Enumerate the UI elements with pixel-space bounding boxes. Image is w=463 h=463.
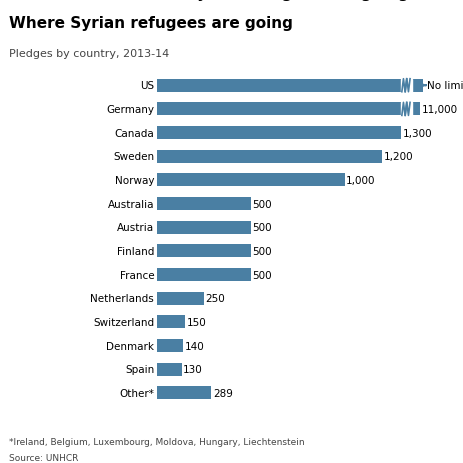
Bar (157, 103, 400, 116)
Text: Other*: Other* (119, 388, 154, 398)
Text: Austria: Austria (117, 223, 154, 233)
Text: 500: 500 (252, 270, 272, 280)
Bar (157, 387, 211, 400)
Bar (157, 339, 183, 352)
Bar (157, 221, 250, 234)
Text: Denmark: Denmark (106, 341, 154, 351)
Text: 150: 150 (187, 317, 206, 327)
Text: Source: UNHCR: Source: UNHCR (9, 453, 79, 462)
Text: Where Syrian refugees are going: Where Syrian refugees are going (9, 16, 293, 31)
Text: 130: 130 (183, 364, 202, 375)
Bar (400, 80, 411, 93)
Text: 500: 500 (252, 223, 272, 233)
Text: 1,000: 1,000 (345, 175, 375, 186)
Text: Pledges by country, 2013-14: Pledges by country, 2013-14 (9, 49, 169, 59)
Bar (411, 80, 422, 93)
Text: 250: 250 (205, 294, 225, 304)
Text: Where Syrian refugees are going: Where Syrian refugees are going (125, 0, 408, 1)
Text: Switzerland: Switzerland (93, 317, 154, 327)
Text: Norway: Norway (114, 175, 154, 186)
Bar (157, 80, 400, 93)
Text: Sweden: Sweden (113, 152, 154, 162)
Text: 289: 289 (213, 388, 232, 398)
Text: 11,000: 11,000 (420, 105, 457, 115)
Bar (157, 198, 250, 211)
Bar (157, 269, 250, 282)
Text: Australia: Australia (107, 199, 154, 209)
Text: 500: 500 (252, 199, 272, 209)
Text: Netherlands: Netherlands (90, 294, 154, 304)
Text: Canada: Canada (114, 128, 154, 138)
Bar (400, 103, 411, 116)
Bar (411, 103, 419, 116)
Bar (157, 150, 382, 163)
Text: 140: 140 (185, 341, 204, 351)
Text: 1,300: 1,300 (401, 128, 431, 138)
Text: 1,200: 1,200 (383, 152, 413, 162)
Bar (157, 316, 185, 329)
Bar (157, 363, 181, 376)
Bar (157, 174, 344, 187)
Bar (157, 245, 250, 258)
Text: Spain: Spain (125, 364, 154, 375)
Text: US: US (140, 81, 154, 91)
Text: No limit: No limit (426, 81, 463, 91)
Text: Finland: Finland (117, 246, 154, 257)
Text: Germany: Germany (106, 105, 154, 115)
Text: 500: 500 (252, 246, 272, 257)
Text: *Ireland, Belgium, Luxembourg, Moldova, Hungary, Liechtenstein: *Ireland, Belgium, Luxembourg, Moldova, … (9, 438, 304, 446)
Text: France: France (119, 270, 154, 280)
Bar (157, 127, 400, 140)
Bar (157, 292, 204, 305)
